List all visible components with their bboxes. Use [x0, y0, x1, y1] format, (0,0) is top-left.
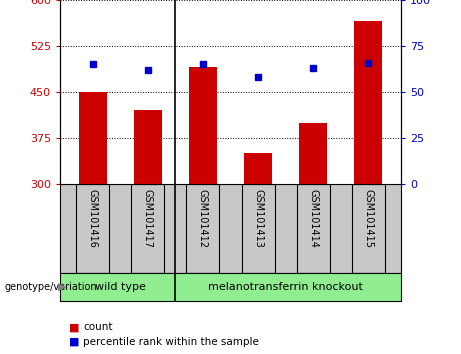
- FancyBboxPatch shape: [242, 184, 274, 273]
- Text: GSM101413: GSM101413: [253, 188, 263, 247]
- Text: count: count: [83, 322, 112, 332]
- Bar: [244, 153, 272, 184]
- Text: GSM101416: GSM101416: [88, 188, 98, 247]
- Text: GSM101412: GSM101412: [198, 188, 208, 247]
- FancyBboxPatch shape: [352, 184, 384, 273]
- FancyBboxPatch shape: [187, 184, 219, 273]
- Bar: [299, 123, 327, 184]
- Text: percentile rank within the sample: percentile rank within the sample: [83, 337, 259, 347]
- Text: GSM101414: GSM101414: [308, 188, 318, 247]
- Text: ▶: ▶: [58, 282, 66, 292]
- Text: melanotransferrin knockout: melanotransferrin knockout: [208, 282, 363, 292]
- Bar: [134, 110, 162, 184]
- Bar: [355, 22, 382, 184]
- Text: genotype/variation: genotype/variation: [5, 282, 97, 292]
- Text: wild type: wild type: [95, 282, 146, 292]
- Text: ■: ■: [69, 322, 80, 332]
- Text: GSM101417: GSM101417: [143, 188, 153, 247]
- Text: ■: ■: [69, 337, 80, 347]
- Bar: [189, 68, 217, 184]
- FancyBboxPatch shape: [77, 184, 109, 273]
- FancyBboxPatch shape: [296, 184, 330, 273]
- Bar: [79, 92, 106, 184]
- FancyBboxPatch shape: [131, 184, 165, 273]
- Text: GSM101415: GSM101415: [363, 188, 373, 247]
